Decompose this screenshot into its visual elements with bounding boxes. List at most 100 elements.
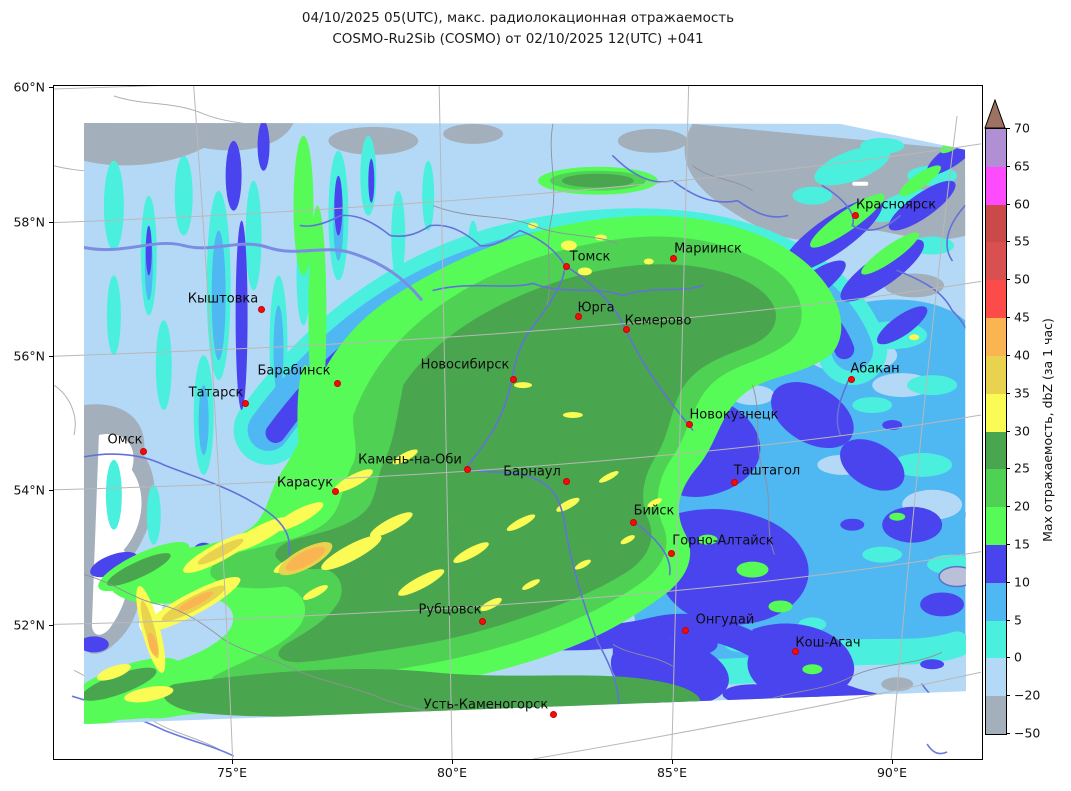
- lat-tick-mark: [49, 490, 53, 491]
- colorbar-tick-mark: [1006, 392, 1010, 394]
- city-dot: [847, 375, 855, 383]
- title-line-1: 04/10/2025 05(UTC), макс. радиолокационн…: [301, 10, 735, 26]
- colorbar-tick-label: 60: [1014, 196, 1030, 212]
- colorbar-segment: [986, 582, 1006, 621]
- city-dot: [562, 262, 570, 270]
- colorbar-tick-label: 5: [1014, 612, 1022, 628]
- lon-tick-label: 90°E: [876, 765, 908, 780]
- river-outside: [926, 743, 948, 755]
- lat-tick-label: 56°N: [13, 348, 45, 364]
- colorbar-tick-mark: [1006, 430, 1010, 432]
- colorbar-tick-label: 50: [1014, 271, 1030, 287]
- colorbar-segment: [986, 318, 1006, 356]
- city-label: Кемерово: [624, 313, 692, 329]
- city-dot: [851, 211, 859, 219]
- city-dot: [730, 478, 738, 486]
- city-dot: [562, 477, 570, 485]
- river-thick: [83, 241, 423, 301]
- colorbar-segment: [986, 507, 1006, 545]
- city-dot: [139, 447, 147, 455]
- city-label: Карасук: [276, 475, 334, 491]
- rivers: [83, 154, 967, 725]
- city-dot: [549, 710, 557, 718]
- city-dot: [791, 647, 799, 655]
- city-dot: [667, 549, 675, 557]
- colorbar-tick-mark: [1006, 317, 1010, 319]
- city-label: Горно-Алтайск: [672, 533, 774, 549]
- colorbar-tick-label: 45: [1014, 309, 1030, 325]
- lake: [938, 565, 967, 588]
- colorbar-tick-mark: [1006, 619, 1010, 621]
- city-label: Онгудай: [695, 612, 755, 628]
- colorbar-segment: [986, 129, 1006, 167]
- city-dot: [333, 379, 341, 387]
- colorbar-tick-mark: [1006, 354, 1010, 356]
- figure-title: 04/10/2025 05(UTC), макс. радиолокационн…: [53, 8, 983, 50]
- colorbar-tick-label: −20: [1014, 687, 1041, 703]
- colorbar-tick-mark: [1006, 279, 1010, 281]
- colorbar-tick-label: 65: [1014, 158, 1030, 174]
- colorbar-segment: [986, 242, 1006, 281]
- city-dot: [622, 325, 630, 333]
- colorbar-tick-label: 15: [1014, 536, 1030, 552]
- city-label: Красноярск: [855, 197, 937, 213]
- city-label: Юрга: [577, 300, 615, 316]
- city-dot: [257, 305, 265, 313]
- colorbar-tick-mark: [1006, 506, 1010, 508]
- colorbar-tick-label: 0: [1014, 649, 1022, 665]
- lat-tick-label: 52°N: [13, 617, 45, 633]
- admin-borders: [83, 123, 943, 725]
- colorbar-tick-label: 10: [1014, 574, 1030, 590]
- lat-tick-mark: [49, 87, 53, 88]
- colorbar-tick-label: 35: [1014, 385, 1030, 401]
- lat-tick-mark: [49, 222, 53, 223]
- colorbar-tick-label: −50: [1014, 725, 1041, 741]
- city-dot: [509, 375, 517, 383]
- reflectivity-map: [54, 86, 982, 759]
- city-label: Абакан: [850, 361, 900, 377]
- city-dot: [669, 254, 677, 262]
- city-label: Барнаул: [503, 464, 561, 480]
- city-label: Мариинск: [674, 241, 742, 257]
- city-label: Кыштовка: [187, 291, 259, 307]
- colorbar: [985, 128, 1007, 735]
- lon-tick-mark: [232, 760, 233, 764]
- colorbar-tick-mark: [1006, 165, 1010, 167]
- colorbar-tick-mark: [1006, 695, 1010, 697]
- colorbar-segment: [986, 544, 1006, 583]
- colorbar-segment: [986, 696, 1006, 734]
- colorbar-tick-mark: [1006, 241, 1010, 243]
- city-dot: [241, 399, 249, 407]
- colorbar-axis-label: Max отражаемость, dbZ (за 1 час): [1040, 318, 1055, 542]
- title-line-2: COSMO-Ru2Sib (COSMO) от 02/10/2025 12(UT…: [332, 31, 704, 47]
- city-dot: [574, 312, 582, 320]
- lon-tick-mark: [892, 760, 893, 764]
- city-dot: [463, 465, 471, 473]
- colorbar-tick-mark: [1006, 657, 1010, 659]
- city-label: Бийск: [633, 503, 675, 519]
- colorbar-segment: [986, 620, 1006, 659]
- colorbar-segment: [986, 166, 1006, 205]
- city-label: Рубцовск: [418, 602, 482, 618]
- city-dot: [478, 617, 486, 625]
- lat-tick-label: 60°N: [13, 79, 45, 95]
- colorbar-segment: [986, 355, 1006, 394]
- lon-tick-label: 80°E: [436, 765, 468, 780]
- colorbar-segment: [986, 280, 1006, 319]
- colorbar-over-arrow: [984, 99, 1006, 129]
- city-label: Усть-Каменогорск: [423, 697, 549, 713]
- city-label: Омск: [107, 432, 143, 448]
- colorbar-segment: [986, 204, 1006, 243]
- city-dot: [685, 420, 693, 428]
- lon-tick-mark: [452, 760, 453, 764]
- colorbar-segment: [986, 658, 1006, 697]
- lat-tick-mark: [49, 625, 53, 626]
- colorbar-tick-label: 20: [1014, 498, 1030, 514]
- colorbar-tick-mark: [1006, 733, 1010, 734]
- colorbar-segment: [986, 469, 1006, 508]
- city-label: Барабинск: [257, 363, 331, 379]
- lat-tick-label: 54°N: [13, 482, 45, 498]
- city-label: Новосибирск: [420, 357, 510, 373]
- city-label: Кош-Агач: [795, 635, 861, 651]
- city-dot: [331, 487, 339, 495]
